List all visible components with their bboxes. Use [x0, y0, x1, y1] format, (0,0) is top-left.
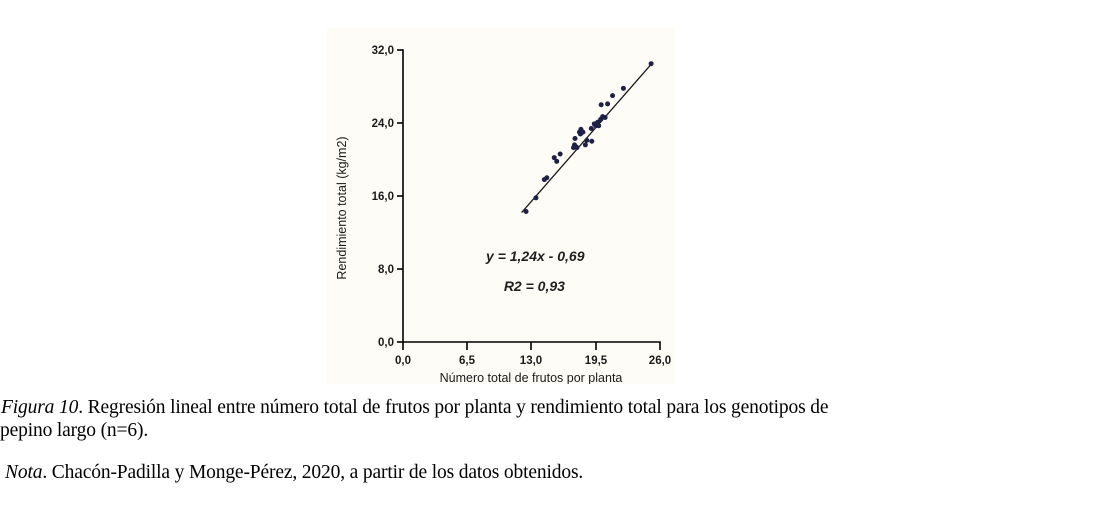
r-squared-annotation: R2 = 0,93: [504, 278, 565, 294]
data-point: [523, 209, 529, 215]
y-tick-label: 0,0: [378, 337, 394, 349]
data-point: [648, 61, 654, 67]
x-tick-label: 26,0: [649, 355, 671, 367]
x-tick-label: 6,5: [459, 355, 476, 367]
x-axis-tick-labels: 0,0 6,5 13,0 19,5 26,0: [395, 355, 671, 367]
y-tick-label: 32,0: [372, 45, 394, 57]
x-axis: [402, 341, 661, 350]
data-point: [582, 142, 588, 148]
data-point: [589, 138, 595, 144]
data-point: [620, 85, 626, 91]
trend-line: [521, 61, 654, 213]
y-tick-label: 8,0: [378, 264, 394, 276]
y-tick-label: 16,0: [372, 191, 394, 203]
figure-note-text: . Chacón-Padilla y Monge-Pérez, 2020, a …: [42, 462, 584, 483]
data-point: [598, 102, 604, 108]
y-axis: [397, 49, 404, 343]
figure-note: Nota. Chacón-Padilla y Monge-Pérez, 2020…: [0, 461, 1114, 484]
chart-background: [327, 28, 675, 384]
data-point: [580, 129, 586, 135]
x-tick-label: 19,5: [585, 355, 608, 367]
data-point: [605, 101, 611, 107]
figure-caption-text: . Regresión lineal entre número total de…: [78, 397, 829, 418]
data-point: [533, 195, 539, 201]
regression-line: [521, 61, 654, 213]
figure-caption: Figura 10. Regresión lineal entre número…: [0, 396, 1114, 419]
scatter-points: [523, 61, 654, 215]
figure-caption-block: Figura 10. Regresión lineal entre número…: [0, 396, 1114, 484]
figure-chart-panel: Rendimiento total (kg/m2) 32,0 24,0 16,0…: [327, 28, 675, 384]
x-axis-title: Número total de frutos por planta: [440, 371, 623, 384]
scatter-chart: Rendimiento total (kg/m2) 32,0 24,0 16,0…: [327, 28, 675, 384]
figure-caption-line2: pepino largo (n=6).: [0, 420, 149, 441]
data-point: [596, 123, 602, 129]
figure-note-label: Nota: [5, 462, 43, 483]
x-tick-label: 0,0: [395, 355, 411, 367]
data-point: [572, 136, 578, 142]
data-point: [554, 158, 560, 164]
data-point: [551, 155, 557, 161]
data-point: [584, 137, 590, 143]
data-point: [602, 115, 608, 121]
data-point: [557, 151, 563, 157]
data-point: [610, 93, 616, 99]
y-axis-title: Rendimiento total (kg/m2): [335, 136, 349, 279]
data-point: [574, 145, 580, 151]
figure-caption-label: Figura 10: [1, 397, 79, 418]
equation-annotation: y = 1,24x - 0,69: [485, 248, 585, 264]
y-tick-label: 24,0: [372, 118, 394, 130]
data-point: [588, 125, 594, 131]
data-point: [544, 175, 550, 181]
x-tick-label: 13,0: [520, 355, 542, 367]
y-axis-tick-labels: 32,0 24,0 16,0 8,0 0,0: [372, 45, 394, 349]
